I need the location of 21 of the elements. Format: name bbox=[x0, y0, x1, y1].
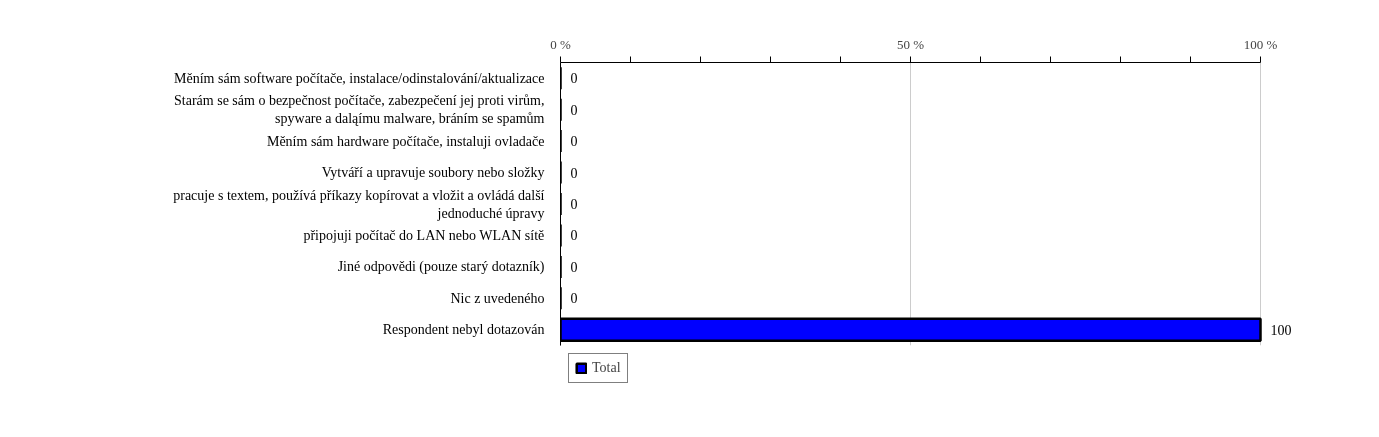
data-label: 0 bbox=[570, 165, 578, 181]
x-tick-label: 100 % bbox=[1243, 36, 1278, 52]
legend-label: Total bbox=[592, 360, 621, 376]
y-tick-label: Jiné odpovědi (pouze starý dotazník) bbox=[337, 259, 545, 276]
y-tick-label: Měním sám software počítače, instalace/odinstalování/aktualizace bbox=[174, 70, 545, 86]
data-label: 0 bbox=[570, 259, 578, 275]
y-tick-label: Respondent nebyl dotazován bbox=[382, 322, 545, 338]
data-label: 0 bbox=[570, 228, 578, 244]
x-tick-label: 50 % bbox=[896, 36, 925, 52]
y-tick-label: připojuji počítač do LAN nebo WLAN sítě bbox=[303, 227, 545, 243]
data-label: 0 bbox=[570, 134, 578, 150]
y-tick-label: Měním sám hardware počítače, instaluji ovladače bbox=[266, 133, 545, 149]
data-label: 0 bbox=[570, 71, 578, 87]
x-tick-label: 0 % bbox=[550, 36, 571, 52]
data-label: 0 bbox=[570, 102, 578, 118]
data-label: 0 bbox=[570, 197, 578, 212]
y-tick-label: Nic z uvedeného bbox=[450, 290, 545, 306]
data-label: 0 bbox=[570, 291, 578, 307]
data-label: 100 bbox=[1270, 322, 1292, 338]
y-tick-label: Vytváří a upravuje soubory nebo složky bbox=[321, 165, 545, 181]
y-tick-label: Starám se sám o bezpečnost počítače, zabezpečení jej proti virům, spyware a daląímu malware, bráním se spamům bbox=[174, 93, 545, 127]
